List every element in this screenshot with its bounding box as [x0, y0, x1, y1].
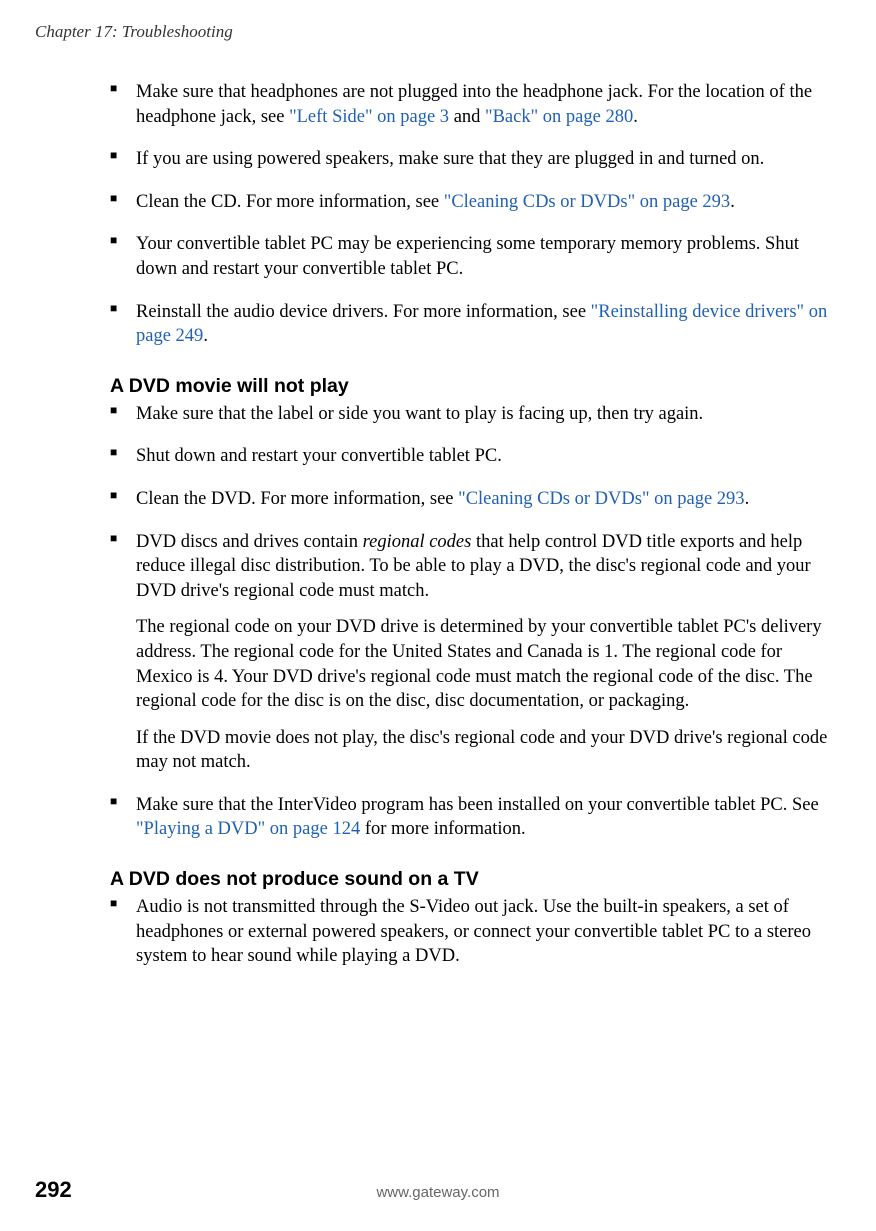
list-item: Shut down and restart your convertible t… — [136, 444, 830, 469]
text: . — [745, 489, 750, 509]
link-back[interactable]: "Back" on page 280 — [485, 107, 633, 127]
link-left-side[interactable]: "Left Side" on page 3 — [289, 107, 449, 127]
paragraph: If the DVD movie does not play, the disc… — [136, 726, 830, 775]
text: and — [449, 107, 485, 127]
list-item: Audio is not transmitted through the S-V… — [136, 895, 830, 969]
bullet-list-3: Audio is not transmitted through the S-V… — [110, 895, 830, 969]
text: Make sure that the label or side you wan… — [136, 404, 703, 424]
list-item: Reinstall the audio device drivers. For … — [136, 300, 830, 349]
text: . — [730, 192, 735, 212]
text: . — [203, 326, 208, 346]
list-item: Make sure that the InterVideo program ha… — [136, 793, 830, 842]
link-cleaning-cds[interactable]: "Cleaning CDs or DVDs" on page 293 — [444, 192, 730, 212]
bullet-list-1: Make sure that headphones are not plugge… — [110, 80, 830, 349]
text: Clean the DVD. For more information, see — [136, 489, 458, 509]
bullet-list-2: Make sure that the label or side you wan… — [110, 402, 830, 842]
list-item: Clean the DVD. For more information, see… — [136, 487, 830, 512]
text: Reinstall the audio device drivers. For … — [136, 302, 591, 322]
text: Audio is not transmitted through the S-V… — [136, 897, 811, 966]
text: Shut down and restart your convertible t… — [136, 446, 502, 466]
text: . — [633, 107, 638, 127]
text: Clean the CD. For more information, see — [136, 192, 444, 212]
italic-text: regional codes — [363, 532, 472, 552]
link-cleaning-cds-2[interactable]: "Cleaning CDs or DVDs" on page 293 — [458, 489, 744, 509]
text: DVD discs and drives contain — [136, 532, 363, 552]
text: If you are using powered speakers, make … — [136, 149, 764, 169]
list-item: Clean the CD. For more information, see … — [136, 190, 830, 215]
list-item: Make sure that the label or side you wan… — [136, 402, 830, 427]
section-heading-dvd-no-sound-tv: A DVD does not produce sound on a TV — [110, 868, 830, 891]
list-item: Make sure that headphones are not plugge… — [136, 80, 830, 129]
list-item: DVD discs and drives contain regional co… — [136, 530, 830, 775]
list-item: Your convertible tablet PC may be experi… — [136, 232, 830, 281]
text: Your convertible tablet PC may be experi… — [136, 234, 799, 279]
text: Make sure that the InterVideo program ha… — [136, 795, 819, 815]
footer-url: www.gateway.com — [0, 1184, 876, 1201]
page-content: Make sure that headphones are not plugge… — [110, 80, 830, 987]
link-playing-dvd[interactable]: "Playing a DVD" on page 124 — [136, 819, 360, 839]
paragraph: The regional code on your DVD drive is d… — [136, 615, 830, 713]
chapter-header: Chapter 17: Troubleshooting — [35, 22, 233, 42]
text: for more information. — [360, 819, 525, 839]
list-item: If you are using powered speakers, make … — [136, 147, 830, 172]
section-heading-dvd-not-play: A DVD movie will not play — [110, 375, 830, 398]
